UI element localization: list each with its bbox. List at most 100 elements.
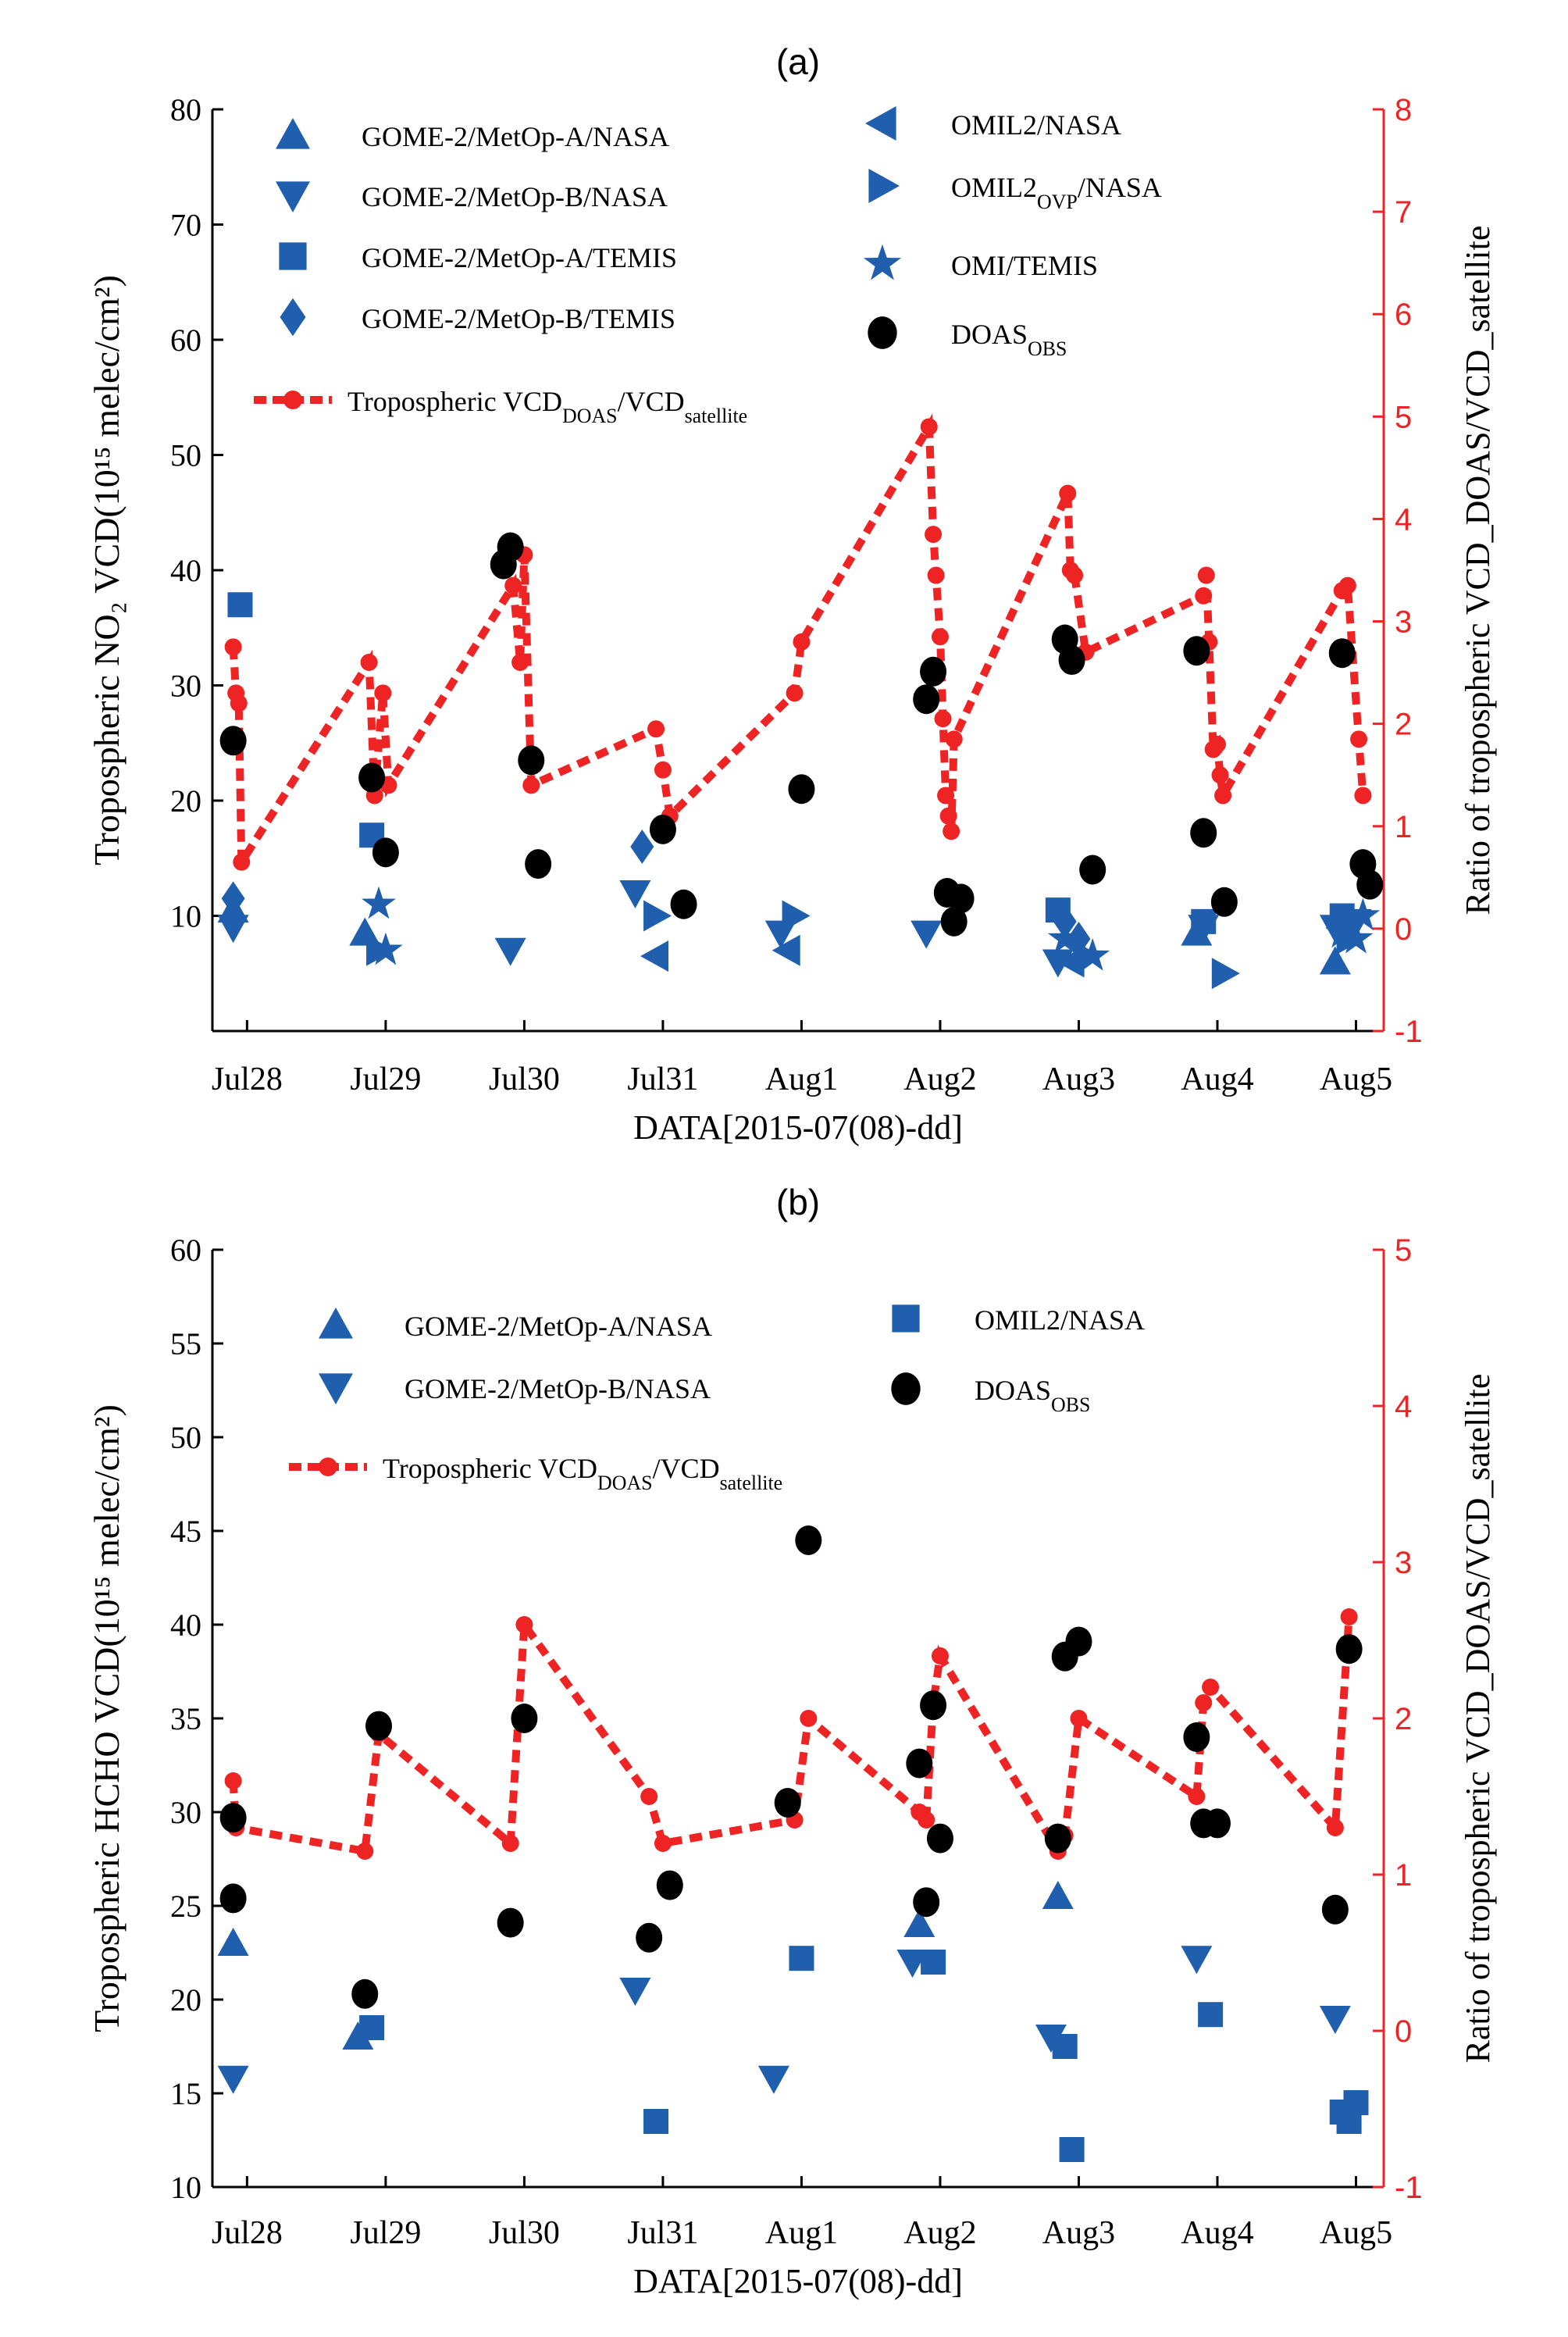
data-point-circle-black <box>670 889 697 919</box>
ratio-point <box>640 1788 658 1805</box>
legend-entry: GOME-2/MetOp-B/NASA <box>276 181 668 212</box>
x-tick-label: Aug4 <box>1181 1061 1253 1097</box>
right-tick-label: 3 <box>1395 1546 1412 1580</box>
data-point-circle-black <box>1210 887 1238 917</box>
ratio-point <box>1354 787 1372 805</box>
data-point-tri-down <box>494 937 526 966</box>
ratio-point <box>925 526 943 544</box>
legend-label: Tropospheric VCDDOAS/VCDsatellite <box>347 386 747 427</box>
data-point-star <box>362 886 396 919</box>
data-point-circle-black <box>920 656 947 687</box>
right-tick-label: 4 <box>1395 1390 1412 1424</box>
right-y-axis-title: Ratio of tropospheric VCD_DOAS/VCD_satel… <box>1459 1374 1497 2064</box>
right-tick-label: 6 <box>1395 298 1412 332</box>
right-tick-label: 0 <box>1395 2014 1412 2049</box>
data-point-square <box>1059 2137 1085 2162</box>
legend-label: OMIL2OVP/NASA <box>951 172 1162 213</box>
data-point-circle-black <box>351 1978 379 2009</box>
left-tick-label: 60 <box>170 1233 201 1268</box>
data-point-circle-black <box>219 1883 247 1914</box>
ratio-point <box>800 1710 818 1727</box>
data-point-tri-down <box>911 920 943 949</box>
ratio-point <box>939 807 957 825</box>
right-tick-label: 1 <box>1395 810 1412 844</box>
series-star <box>362 886 1381 971</box>
ratio-point <box>918 1811 935 1829</box>
legend-entry: GOME-2/MetOp-A/TEMIS <box>279 242 677 273</box>
x-tick-label: Jul29 <box>350 2215 421 2251</box>
legend-marker-ratio <box>283 391 302 409</box>
legend-entry: Tropospheric VCDDOAS/VCDsatellite <box>289 1453 782 1494</box>
panel-label: (a) <box>776 41 820 82</box>
data-point-circle-black <box>365 1711 393 1741</box>
data-point-tri-right <box>782 900 811 932</box>
x-tick-label: Aug1 <box>765 2215 838 2251</box>
ratio-point <box>1338 576 1356 594</box>
left-tick-label: 60 <box>170 323 201 358</box>
ratio-point <box>1195 1694 1213 1711</box>
ratio-point <box>786 684 804 702</box>
legend-label: GOME-2/MetOp-A/NASA <box>404 1311 712 1342</box>
data-point-star <box>1338 921 1374 954</box>
left-tick-label: 50 <box>170 1420 201 1455</box>
ratio-point <box>920 418 938 436</box>
legend-entry: OMIL2/NASA <box>892 1304 1145 1336</box>
data-point-tri-up <box>342 2021 374 2050</box>
ratio-point <box>943 822 960 840</box>
ratio-point <box>1214 787 1232 805</box>
data-point-circle-black <box>913 1887 940 1918</box>
data-point-circle-black <box>511 1704 538 1733</box>
x-tick-label: Jul30 <box>489 2215 560 2251</box>
data-point-circle-black <box>774 1788 801 1818</box>
ratio-point <box>1059 484 1077 502</box>
data-point-circle-black <box>1190 818 1217 848</box>
data-point-circle-black <box>1183 636 1210 666</box>
right-tick-label: 5 <box>1395 1233 1412 1268</box>
legend-label: GOME-2/MetOp-B/NASA <box>404 1373 711 1404</box>
legend-entry: GOME-2/MetOp-B/TEMIS <box>280 298 675 337</box>
series-tri-up <box>217 1881 1074 2050</box>
data-point-circle-black <box>1356 869 1384 900</box>
ratio-point <box>927 566 945 584</box>
data-point-star <box>1324 915 1360 948</box>
data-point-circle-black <box>497 532 524 562</box>
ratio-point <box>511 654 529 671</box>
left-tick-label: 40 <box>170 553 201 588</box>
right-tick-label: -1 <box>1395 1015 1423 1049</box>
data-point-tri-left <box>640 940 669 972</box>
legend-marker-square <box>279 242 307 270</box>
legend-marker-tri-up <box>319 1308 353 1339</box>
data-point-tri-down <box>1042 949 1074 978</box>
legend-marker-diamond <box>280 298 306 337</box>
ratio-point <box>233 853 251 871</box>
left-tick-label: 20 <box>170 783 201 819</box>
data-point-circle-black <box>1321 1894 1349 1925</box>
left-y-axis-title: Tropospheric HCHO VCD(10¹⁵ melec/cm²) <box>87 1404 127 2032</box>
x-tick-label: Jul31 <box>627 1061 698 1097</box>
data-point-tri-down <box>619 1978 651 2006</box>
ratio-point <box>1340 1608 1358 1625</box>
left-tick-label: 50 <box>170 438 201 473</box>
ratio-point <box>1188 1788 1206 1805</box>
data-point-square <box>1198 2002 1224 2028</box>
legend-marker-tri-up <box>276 118 310 149</box>
right-tick-label: 2 <box>1395 1702 1412 1736</box>
data-point-star <box>1075 938 1110 971</box>
data-point-tri-down <box>217 915 249 944</box>
left-tick-label: 70 <box>170 208 201 243</box>
ratio-point <box>1066 566 1084 584</box>
x-tick-label: Jul28 <box>212 2215 283 2251</box>
right-tick-label: 5 <box>1395 400 1412 434</box>
x-axis-title: DATA[2015-07(08)-dd] <box>633 2262 963 2300</box>
data-point-tri-down <box>1035 2025 1067 2053</box>
data-point-circle-black <box>906 1748 933 1779</box>
ratio-point <box>504 576 522 594</box>
legend-label: DOASOBS <box>975 1375 1090 1416</box>
data-point-star <box>1047 921 1082 954</box>
x-tick-label: Aug4 <box>1181 2215 1253 2251</box>
legend-label: GOME-2/MetOp-B/TEMIS <box>362 303 675 334</box>
right-tick-label: -1 <box>1395 2171 1423 2205</box>
legend-marker-tri-down <box>319 1373 353 1404</box>
ratio-point <box>1202 1679 1220 1696</box>
